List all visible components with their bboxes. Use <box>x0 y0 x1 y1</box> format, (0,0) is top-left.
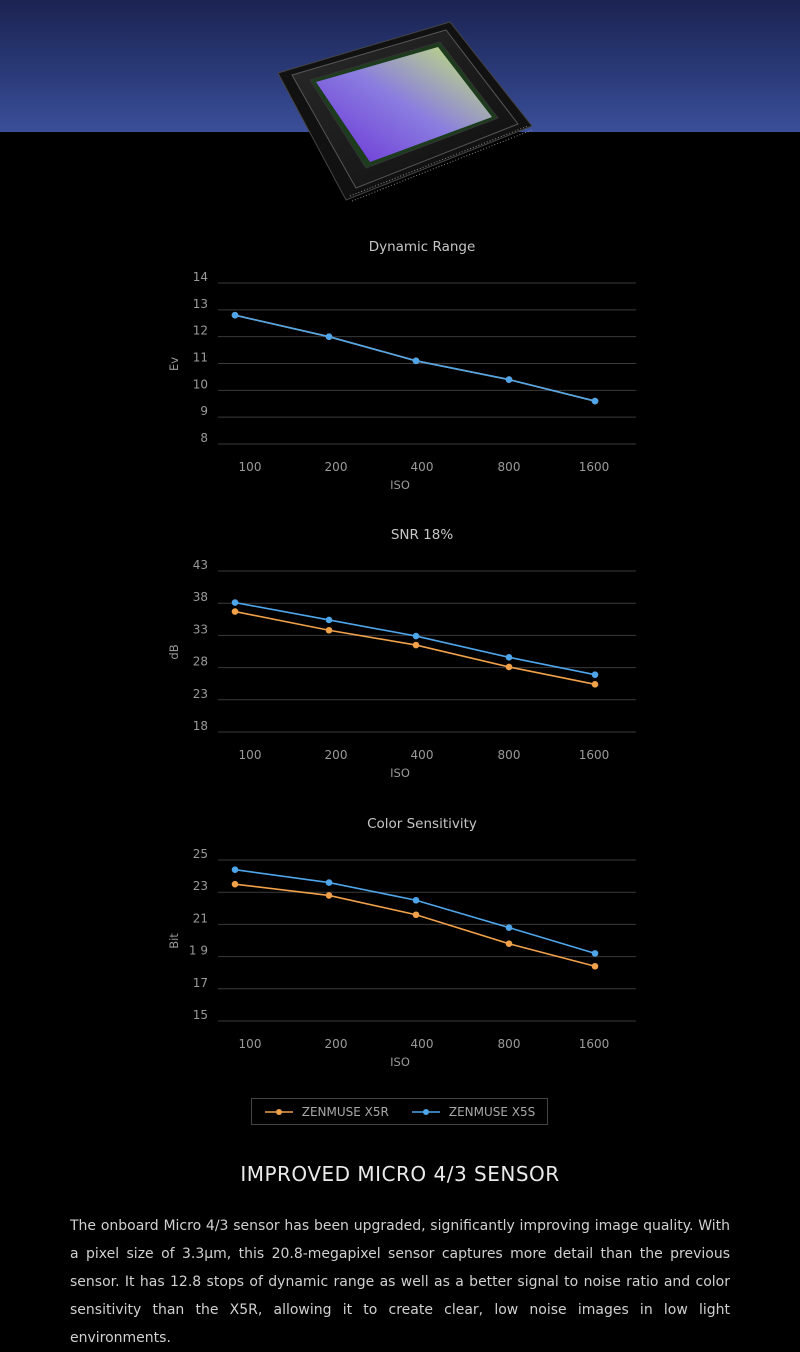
chart-title: Color Sensitivity <box>367 816 477 832</box>
section-body: The onboard Micro 4/3 sensor has been up… <box>70 1218 730 1346</box>
legend-swatch-x5s <box>411 1108 440 1115</box>
x-tick-label: 200 <box>325 460 348 474</box>
data-point-x5s[interactable] <box>325 333 333 340</box>
y-tick-label: 23 <box>193 879 208 893</box>
data-point-x5s[interactable] <box>231 311 239 319</box>
legend-label-x5s: ZENMUSE X5S <box>448 1104 536 1119</box>
y-tick-label: 9 <box>200 404 208 418</box>
y-tick-label: 38 <box>193 590 208 604</box>
chart-legend: ZENMUSE X5R ZENMUSE X5S <box>251 1098 548 1125</box>
data-point-x5r[interactable] <box>591 681 599 688</box>
legend-item-x5s[interactable]: ZENMUSE X5S <box>411 1105 535 1119</box>
legend-swatch-x5r <box>264 1108 293 1115</box>
y-tick-label: 11 <box>193 351 208 365</box>
x-tick-label: 1600 <box>579 460 610 474</box>
series-line-x5r <box>234 883 596 968</box>
y-tick-label: 17 <box>193 976 208 990</box>
x-tick-label: 100 <box>239 1037 262 1051</box>
chart-title: SNR 18% <box>391 527 454 543</box>
y-axis-label: Bit <box>167 933 181 949</box>
x-tick-label: 200 <box>325 1037 348 1051</box>
chart-snr: SNR 18% 18 23 28 33 38 43 100 200 400 800 1600 ISO dB <box>167 527 636 780</box>
y-tick-label: 15 <box>193 1008 208 1022</box>
x-tick-label: 200 <box>325 748 348 762</box>
x-axis-label: ISO <box>390 766 410 780</box>
data-point-x5s[interactable] <box>231 599 239 606</box>
y-tick-label: 1 9 <box>189 944 208 958</box>
y-tick-label: 23 <box>193 687 208 701</box>
y-tick-label: 10 <box>193 377 208 391</box>
y-tick-label: 14 <box>193 270 208 284</box>
data-point-x5r[interactable] <box>591 962 599 970</box>
x-tick-label: 800 <box>498 1037 521 1051</box>
data-point-x5s[interactable] <box>412 896 420 904</box>
x-tick-label: 400 <box>411 1037 434 1051</box>
chart-title: Dynamic Range <box>369 239 476 255</box>
x-tick-label: 1600 <box>579 748 610 762</box>
x-axis-label: ISO <box>390 478 410 492</box>
data-point-x5s[interactable] <box>591 671 599 678</box>
y-tick-label: 8 <box>200 431 208 445</box>
x-tick-label: 1600 <box>579 1037 610 1051</box>
data-point-x5s[interactable] <box>325 616 333 624</box>
data-point-x5s[interactable] <box>412 632 420 640</box>
x-axis-label: ISO <box>390 1055 410 1069</box>
y-tick-label: 33 <box>193 622 208 636</box>
y-tick-label: 18 <box>193 719 208 733</box>
data-point-x5r[interactable] <box>505 663 513 671</box>
x-tick-label: 400 <box>411 748 434 762</box>
data-point-x5r[interactable] <box>505 940 513 948</box>
data-point-x5r[interactable] <box>325 892 333 899</box>
data-point-x5s[interactable] <box>591 950 599 957</box>
y-tick-label: 25 <box>193 847 208 861</box>
legend-label-x5r: ZENMUSE X5R <box>301 1104 389 1119</box>
chart-dynamic-range: Dynamic Range 8 9 10 11 12 13 14 100 200 400 800 160… <box>167 239 636 492</box>
x-tick-label: 100 <box>239 748 262 762</box>
y-tick-label: 12 <box>193 324 208 338</box>
y-axis-label: dB <box>167 644 181 659</box>
y-tick-label: 13 <box>193 297 208 311</box>
data-point-x5s[interactable] <box>505 924 513 931</box>
data-point-x5s[interactable] <box>325 879 333 886</box>
data-point-x5s[interactable] <box>591 397 599 405</box>
y-axis-label: Ev <box>167 357 181 371</box>
data-point-x5r[interactable] <box>325 626 333 634</box>
series-line-x5s <box>234 868 596 955</box>
data-point-x5s[interactable] <box>412 357 420 365</box>
x-tick-label: 800 <box>498 460 521 474</box>
x-tick-label: 800 <box>498 748 521 762</box>
sensor-image <box>277 21 533 202</box>
data-point-x5s[interactable] <box>505 376 513 383</box>
data-point-x5r[interactable] <box>231 608 239 615</box>
x-tick-label: 100 <box>239 460 262 474</box>
legend-item-x5r[interactable]: ZENMUSE X5R <box>264 1105 389 1119</box>
y-tick-label: 21 <box>193 911 208 925</box>
section-title: IMPROVED MICRO 4/3 SENSOR <box>240 1162 560 1186</box>
y-tick-label: 43 <box>193 558 208 572</box>
data-point-x5r[interactable] <box>412 911 420 919</box>
data-point-x5s[interactable] <box>505 653 513 661</box>
x-tick-label: 400 <box>411 460 434 474</box>
data-point-x5r[interactable] <box>412 641 420 649</box>
y-tick-label: 28 <box>193 655 208 669</box>
chart-color-sensitivity: Color Sensitivity 15 17 1 9 21 23 25 100 200 400 8… <box>167 816 636 1069</box>
data-point-x5r[interactable] <box>231 880 239 888</box>
data-point-x5s[interactable] <box>231 866 239 873</box>
